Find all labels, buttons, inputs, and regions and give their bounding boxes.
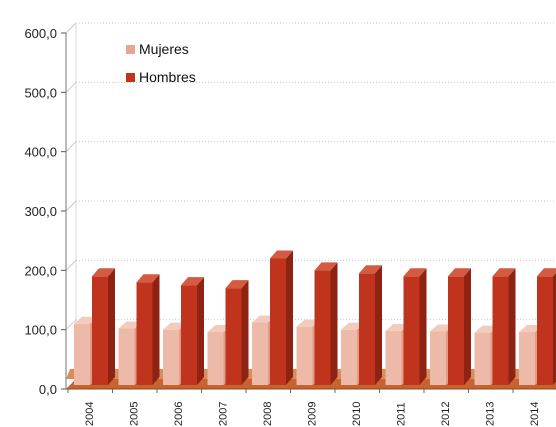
bar-hombres-2007-front xyxy=(225,288,242,385)
ytick-label: 0,0 xyxy=(39,382,57,397)
bar-hombres-2005-top xyxy=(136,274,160,283)
xtick-label: 2005 xyxy=(129,402,141,426)
ytick-label: 100,0 xyxy=(24,323,57,338)
bar-mujeres-2012-front xyxy=(430,331,446,385)
bar-hombres-2006-side xyxy=(197,277,204,385)
gridline-side xyxy=(65,200,77,212)
xtick-label: 2012 xyxy=(440,402,452,426)
bar-hombres-2011-side xyxy=(419,268,427,385)
bar-mujeres-2011-front xyxy=(385,330,402,385)
bar-mujeres-2005-front xyxy=(118,328,135,385)
bar-hombres-2004-top xyxy=(92,268,115,277)
legend-swatch-hombres xyxy=(126,73,135,82)
bar-hombres-2009-side xyxy=(330,262,338,385)
bar-hombres-2010 xyxy=(359,265,382,385)
bar-hombres-2007-top xyxy=(225,280,249,289)
ytick-label: 600,0 xyxy=(24,26,57,41)
bar-hombres-2005-front xyxy=(136,282,153,385)
bar-hombres-2005 xyxy=(136,274,160,385)
gridline-side xyxy=(65,259,77,271)
bar-mujeres-2006-front xyxy=(163,329,179,385)
bar-hombres-2008 xyxy=(270,250,293,385)
bar-hombres-2009-front xyxy=(314,270,331,385)
bar-hombres-2008-front xyxy=(270,258,286,385)
bar-hombres-2014-side xyxy=(553,272,556,385)
bar-mujeres-2013-front xyxy=(474,332,491,385)
bar-mujeres-2010-front xyxy=(341,329,357,385)
bar-hombres-2010-front xyxy=(359,273,375,385)
bar-hombres-2012 xyxy=(448,268,471,385)
bar-mujeres-2007-front xyxy=(207,332,224,385)
bar-mujeres-2004-front xyxy=(74,323,90,385)
bar-hombres-2013-top xyxy=(492,268,516,277)
bar-hombres-2008-side xyxy=(286,250,293,385)
bar-hombres-2009-top xyxy=(314,262,338,271)
xtick-label: 2006 xyxy=(173,402,185,426)
value-axis: 600,0 500,0 400,0 300,0 200,0 100,0 0,0 xyxy=(24,23,77,397)
category-axis: 2004 2005 2006 2007 2008 2009 2010 2011 2012 2013… xyxy=(67,389,541,426)
gridline-side xyxy=(65,22,77,34)
legend-label-mujeres: Mujeres xyxy=(139,41,189,57)
bar-mujeres-2008-front xyxy=(252,322,268,385)
series-hombres xyxy=(92,250,556,385)
bar-hombres-2007 xyxy=(225,280,249,385)
bar-hombres-2011-top xyxy=(403,268,427,277)
gridline-side xyxy=(65,81,77,93)
bar-hombres-2014 xyxy=(537,268,556,385)
bar-hombres-2004-front xyxy=(92,276,108,385)
bar-hombres-2011-front xyxy=(403,276,420,385)
ytick-label: 400,0 xyxy=(24,145,57,160)
bar-hombres-2013 xyxy=(492,268,516,385)
xtick-label: 2004 xyxy=(84,402,96,426)
bar-hombres-2006 xyxy=(181,277,204,385)
bar-hombres-2007-side xyxy=(241,280,249,385)
bar-hombres-2004 xyxy=(92,268,115,385)
legend: Mujeres Hombres xyxy=(126,41,196,85)
bar-hombres-2012-front xyxy=(448,276,464,385)
xtick-label: 2008 xyxy=(262,402,274,426)
bar-hombres-2010-side xyxy=(375,265,382,385)
legend-label-hombres: Hombres xyxy=(139,69,196,85)
bar-hombres-2012-top xyxy=(448,268,471,277)
gridline-side xyxy=(65,141,77,153)
bar-hombres-2012-side xyxy=(464,268,471,385)
xtick-label: 2007 xyxy=(218,402,230,426)
bar-mujeres-2009-front xyxy=(296,326,313,385)
xtick-label: 2009 xyxy=(307,402,319,426)
bar-hombres-2014-top xyxy=(537,268,556,277)
xtick-label: 2011 xyxy=(396,402,408,426)
xtick-label: 2010 xyxy=(351,402,363,426)
bar-hombres-2013-side xyxy=(508,268,516,385)
ytick-label: 200,0 xyxy=(24,263,57,278)
bar-hombres-2011 xyxy=(403,268,427,385)
xtick-label: 2014 xyxy=(529,402,541,426)
bar-hombres-2009 xyxy=(314,262,338,385)
bar-hombres-2013-front xyxy=(492,276,509,385)
ytick-label: 500,0 xyxy=(24,85,57,100)
bar-hombres-2004-side xyxy=(108,268,115,385)
legend-swatch-mujeres xyxy=(126,45,135,54)
gridline-side xyxy=(65,319,77,331)
bar-hombres-2005-side xyxy=(152,274,160,385)
bar-mujeres-2014-front xyxy=(519,332,535,385)
bar-hombres-2010-top xyxy=(359,265,382,274)
bar-hombres-2008-top xyxy=(270,250,293,259)
bar-hombres-2006-front xyxy=(181,285,197,385)
bar-hombres-2006-top xyxy=(181,277,204,286)
xtick-label: 2013 xyxy=(485,402,497,426)
ytick-label: 300,0 xyxy=(24,204,57,219)
bar-hombres-2014-front xyxy=(537,276,553,385)
